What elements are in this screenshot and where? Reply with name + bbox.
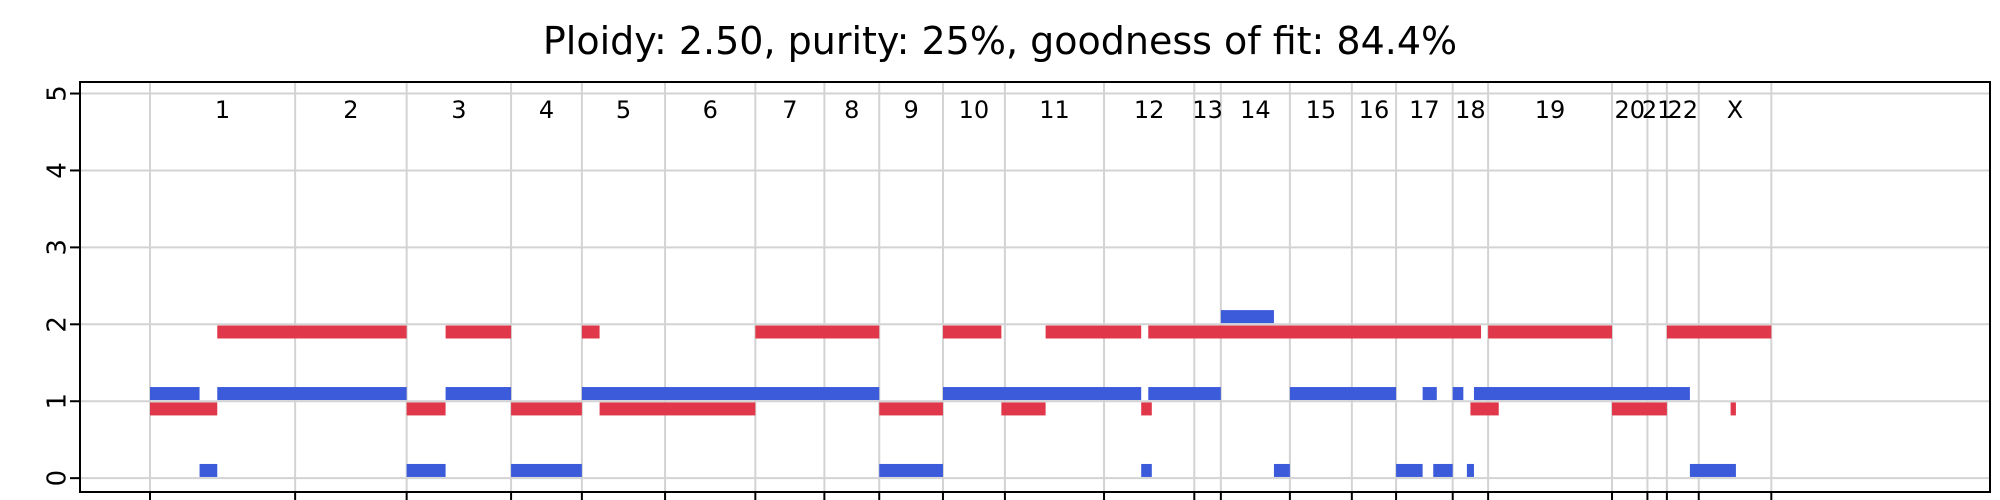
minor-copy-number-segment: [1689, 463, 1736, 477]
major-copy-number-segment: [406, 402, 446, 416]
chromosome-label-17: 17: [1409, 96, 1440, 124]
chromosome-label-15: 15: [1306, 96, 1337, 124]
y-tick-label: 2: [43, 316, 73, 333]
chromosome-label-10: 10: [959, 96, 990, 124]
minor-copy-number-segment: [1396, 463, 1423, 477]
plot-frame: [79, 81, 1991, 493]
minor-copy-number-segment: [1220, 310, 1274, 324]
chromosome-label-5: 5: [616, 96, 631, 124]
major-copy-number-segment: [150, 402, 218, 416]
y-tick-label: 0: [43, 470, 73, 487]
segments: [150, 310, 1772, 477]
chromosome-label-21: 21: [1642, 96, 1673, 124]
major-copy-number-segment: [581, 325, 600, 339]
minor-copy-number-segment: [1273, 463, 1290, 477]
minor-copy-number-segment: [1141, 463, 1152, 477]
major-copy-number-segment: [599, 402, 756, 416]
minor-copy-number-segment: [1466, 463, 1474, 477]
chromosome-label-20: 20: [1614, 96, 1645, 124]
chromosome-label-4: 4: [539, 96, 554, 124]
chromosome-label-16: 16: [1359, 96, 1390, 124]
minor-copy-number-segment: [217, 387, 407, 401]
minor-copy-number-segment: [581, 387, 880, 401]
minor-copy-number-segment: [1452, 387, 1464, 401]
minor-copy-number-segment: [445, 387, 512, 401]
chart-title: Ploidy: 2.50, purity: 25%, goodness of f…: [543, 19, 1457, 63]
chromosome-label-9: 9: [903, 96, 918, 124]
minor-copy-number-segment: [942, 387, 1142, 401]
chromosome-label-X: X: [1727, 96, 1743, 124]
major-copy-number-segment: [445, 325, 512, 339]
major-copy-number-segment: [1666, 325, 1772, 339]
chromosome-label-14: 14: [1240, 96, 1271, 124]
major-copy-number-segment: [755, 325, 880, 339]
minor-copy-number-segment: [1433, 463, 1453, 477]
major-copy-number-segment: [1045, 325, 1142, 339]
chromosome-label-7: 7: [782, 96, 797, 124]
major-copy-number-segment: [511, 402, 582, 416]
minor-copy-number-segment: [1473, 387, 1690, 401]
chromosome-label-11: 11: [1039, 96, 1070, 124]
minor-copy-number-segment: [406, 463, 446, 477]
major-copy-number-segment: [217, 325, 407, 339]
major-copy-number-segment: [1141, 402, 1152, 416]
major-copy-number-segment: [1488, 325, 1613, 339]
major-copy-number-segment: [1470, 402, 1499, 416]
chromosome-label-13: 13: [1192, 96, 1223, 124]
chromosome-label-2: 2: [343, 96, 358, 124]
major-copy-number-segment: [1148, 325, 1482, 339]
grid: [80, 82, 1990, 492]
minor-copy-number-segment: [199, 463, 218, 477]
chromosome-label-6: 6: [703, 96, 718, 124]
chromosome-label-12: 12: [1134, 96, 1165, 124]
chromosome-label-3: 3: [451, 96, 466, 124]
minor-copy-number-segment: [1289, 387, 1397, 401]
minor-copy-number-segment: [1148, 387, 1221, 401]
chromosome-label-8: 8: [844, 96, 859, 124]
chromosome-label-19: 19: [1535, 96, 1566, 124]
major-copy-number-segment: [879, 402, 943, 416]
chromosome-label-1: 1: [215, 96, 230, 124]
minor-copy-number-segment: [511, 463, 582, 477]
minor-copy-number-segment: [150, 387, 200, 401]
y-tick-label: 1: [43, 393, 73, 410]
major-copy-number-segment: [1730, 402, 1736, 416]
chromosome-label-22: 22: [1668, 96, 1699, 124]
y-tick-label: 5: [43, 85, 73, 102]
major-copy-number-segment: [1001, 402, 1046, 416]
minor-copy-number-segment: [879, 463, 943, 477]
minor-copy-number-segment: [1422, 387, 1437, 401]
y-tick-label: 4: [43, 162, 73, 179]
major-copy-number-segment: [1612, 402, 1667, 416]
y-tick-label: 3: [43, 239, 73, 256]
chromosome-label-18: 18: [1455, 96, 1486, 124]
major-copy-number-segment: [942, 325, 1002, 339]
